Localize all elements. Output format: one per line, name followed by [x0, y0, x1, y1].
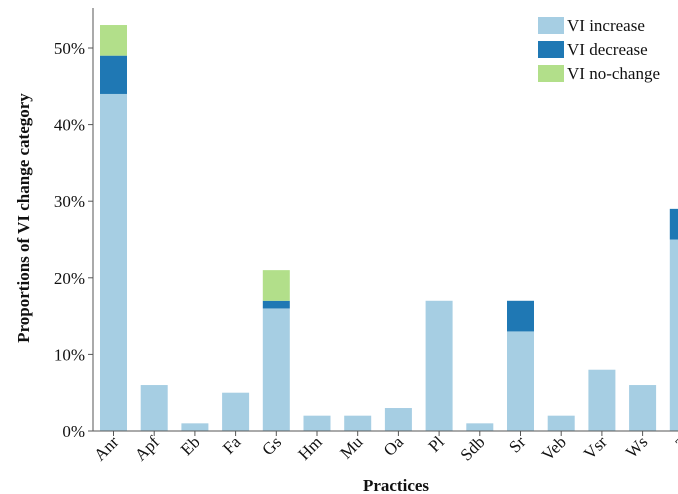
x-tick-label: Apf [131, 432, 163, 464]
legend-swatch [538, 41, 564, 58]
bar-segment [466, 423, 494, 431]
bar-segment [507, 300, 534, 332]
bar-segment [181, 423, 209, 431]
x-tick-label: Sdb [456, 432, 488, 464]
y-tick-label: 30% [54, 192, 85, 211]
y-tick-label: 10% [54, 345, 85, 364]
x-tick-label: Oa [380, 432, 408, 460]
legend-swatch [538, 65, 564, 82]
x-tick-label: Fa [219, 432, 245, 458]
bar-segment [629, 385, 657, 431]
bar-segment [425, 300, 453, 431]
bar-segment [140, 385, 168, 431]
bar-segment [588, 369, 616, 431]
x-tick-label: Anr [90, 432, 122, 464]
y-tick-label: 20% [54, 269, 85, 288]
x-axis-title: Practices [363, 476, 429, 494]
x-tick-label: Sr [505, 432, 529, 456]
bar-segment [344, 415, 372, 431]
x-tick-label: Pl [424, 432, 448, 456]
bar-segment [547, 415, 575, 431]
x-tick-label: Vsr [580, 432, 611, 463]
bar-segment [100, 93, 127, 432]
x-tick-label: Ws [622, 432, 651, 461]
legend-label: VI decrease [567, 40, 648, 59]
x-axis: Anr Apf Eb Fa Gs Hm Mu Oa Pl Sdb Sr Veb Vsr Ws Z [90, 430, 678, 465]
bar-segment [222, 392, 250, 431]
legend-label: VI no-change [567, 64, 660, 83]
x-tick-label: Eb [177, 432, 204, 459]
legend-swatch [538, 17, 564, 34]
x-tick-label: Veb [538, 432, 570, 464]
bars [100, 25, 678, 432]
x-tick-label: Hm [294, 432, 325, 463]
x-tick-label: Gs [258, 432, 285, 459]
bar-segment [262, 300, 290, 309]
bar-segment [384, 408, 412, 431]
y-tick-label: 50% [54, 39, 85, 58]
bar-segment [303, 415, 331, 431]
legend: VI increase VI decrease VI no-change [538, 16, 660, 83]
y-axis-title: Proportions of VI change category [14, 93, 33, 343]
x-tick-label: Z [671, 432, 678, 453]
bar-segment [100, 55, 127, 94]
bar-segment [262, 270, 290, 301]
bar-segment [669, 208, 678, 240]
y-tick-label: 0% [62, 422, 85, 441]
bar-segment [669, 239, 678, 431]
bar-segment [100, 25, 127, 56]
legend-label: VI increase [567, 16, 645, 35]
bar-segment [262, 308, 290, 431]
y-tick-label: 40% [54, 116, 85, 135]
y-axis: 0% 10% 20% 30% 40% 50% [54, 8, 94, 441]
bar-segment [507, 331, 534, 431]
x-tick-label: Mu [336, 432, 366, 462]
